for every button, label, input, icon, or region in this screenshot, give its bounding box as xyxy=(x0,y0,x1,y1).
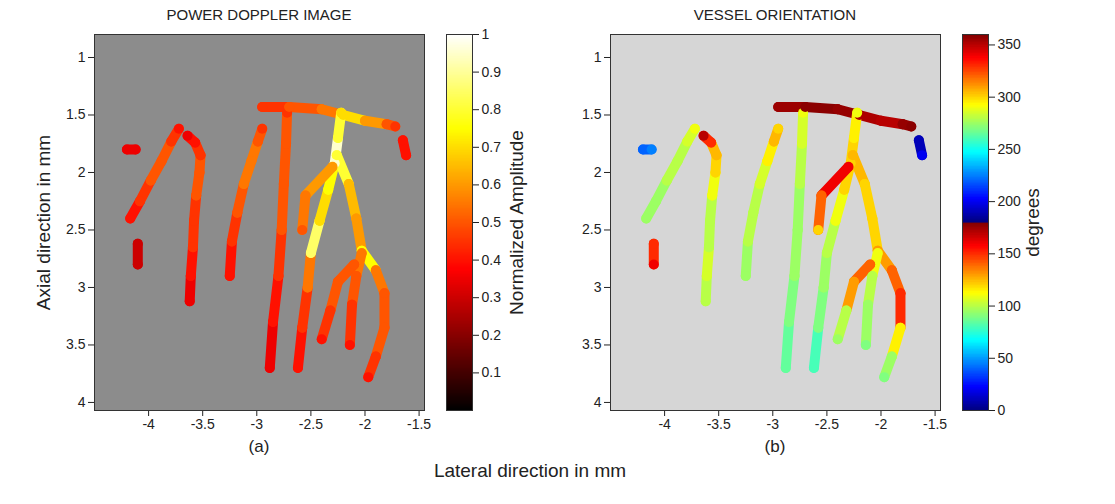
svg-text:Axial direction in mm: Axial direction in mm xyxy=(33,135,54,310)
svg-text:degrees: degrees xyxy=(1022,188,1043,257)
svg-text:-1.5: -1.5 xyxy=(923,416,947,432)
svg-text:0.9: 0.9 xyxy=(482,64,502,80)
svg-text:1.5: 1.5 xyxy=(66,106,86,122)
svg-text:-2.5: -2.5 xyxy=(815,416,839,432)
svg-text:2: 2 xyxy=(594,164,602,180)
svg-text:-1.5: -1.5 xyxy=(407,416,431,432)
svg-text:250: 250 xyxy=(998,141,1022,157)
svg-text:1.5: 1.5 xyxy=(582,106,602,122)
svg-text:-3: -3 xyxy=(767,416,780,432)
svg-text:0.1: 0.1 xyxy=(482,364,502,380)
svg-text:0.7: 0.7 xyxy=(482,139,502,155)
svg-text:50: 50 xyxy=(998,350,1014,366)
svg-text:2.5: 2.5 xyxy=(582,221,602,237)
html-text:(a): (a) xyxy=(248,437,270,456)
svg-text:300: 300 xyxy=(998,89,1022,105)
svg-text:0.4: 0.4 xyxy=(482,252,502,268)
html-text:POWER DOPPLER IMAGE: POWER DOPPLER IMAGE xyxy=(166,6,352,23)
html-text:Lateral direction in mm: Lateral direction in mm xyxy=(433,460,627,481)
svg-text:-3: -3 xyxy=(251,416,264,432)
html-text:VESSEL ORIENTATION: VESSEL ORIENTATION xyxy=(693,6,857,23)
svg-text:350: 350 xyxy=(998,36,1022,52)
svg-text:3: 3 xyxy=(78,279,86,295)
svg-text:-2: -2 xyxy=(875,416,888,432)
svg-text:0.8: 0.8 xyxy=(482,101,502,117)
svg-text:1: 1 xyxy=(482,26,490,42)
svg-text:-3.5: -3.5 xyxy=(707,416,731,432)
svg-text:4: 4 xyxy=(78,394,86,410)
svg-text:-3.5: -3.5 xyxy=(191,416,215,432)
svg-text:1: 1 xyxy=(594,49,602,65)
html-text:(b): (b) xyxy=(764,437,786,456)
svg-text:3.5: 3.5 xyxy=(66,336,86,352)
svg-text:2.5: 2.5 xyxy=(66,221,86,237)
svg-text:-2.5: -2.5 xyxy=(299,416,323,432)
svg-text:200: 200 xyxy=(998,193,1022,209)
svg-text:-4: -4 xyxy=(142,416,155,432)
svg-text:-2: -2 xyxy=(359,416,372,432)
svg-text:0: 0 xyxy=(998,402,1006,418)
svg-text:0.5: 0.5 xyxy=(482,214,502,230)
svg-text:0.2: 0.2 xyxy=(482,327,502,343)
svg-text:100: 100 xyxy=(998,298,1022,314)
svg-text:150: 150 xyxy=(998,245,1022,261)
svg-text:-4: -4 xyxy=(658,416,671,432)
svg-text:0.6: 0.6 xyxy=(482,176,502,192)
svg-text:1: 1 xyxy=(78,49,86,65)
svg-text:Normalized Amplitude: Normalized Amplitude xyxy=(506,130,527,315)
svg-text:3.5: 3.5 xyxy=(582,336,602,352)
svg-text:4: 4 xyxy=(594,394,602,410)
svg-text:2: 2 xyxy=(78,164,86,180)
svg-text:3: 3 xyxy=(594,279,602,295)
svg-text:0.3: 0.3 xyxy=(482,289,502,305)
